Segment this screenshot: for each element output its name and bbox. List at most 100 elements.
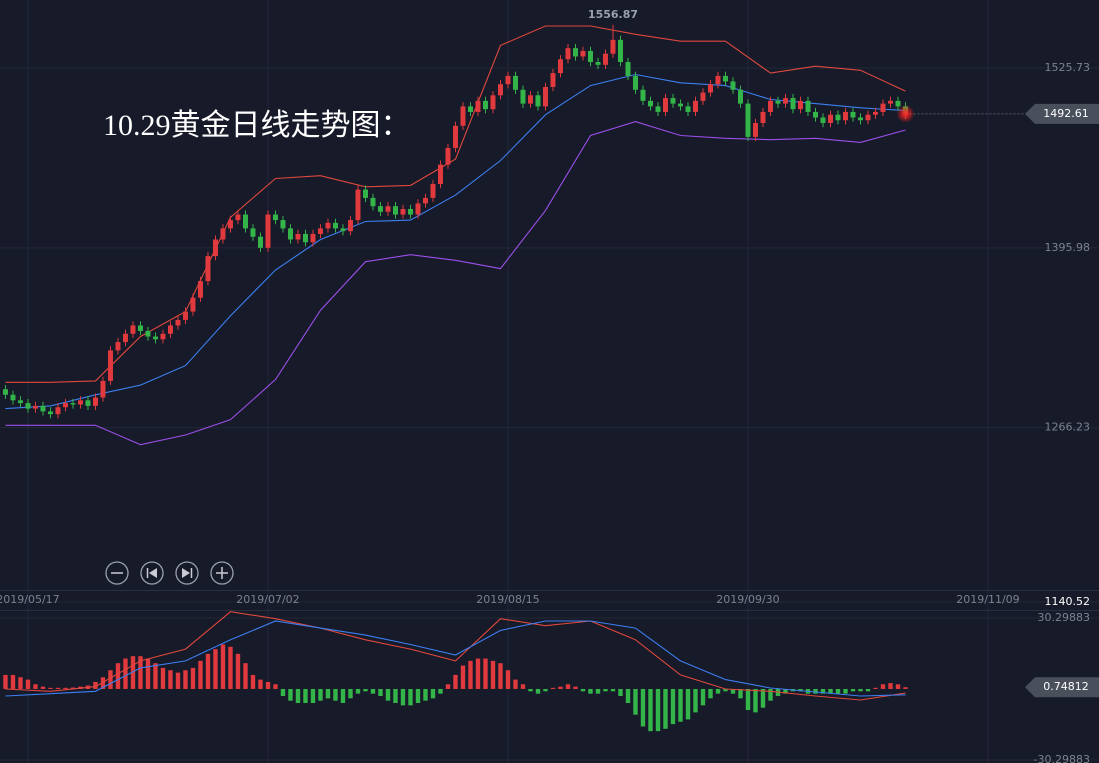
macd-bar: [115, 663, 121, 689]
macd-bar: [273, 684, 278, 689]
candle-body: [587, 50, 593, 63]
candle-body: [422, 197, 428, 204]
candle-body: [205, 256, 211, 282]
candle-body: [805, 100, 811, 112]
macd-bar: [873, 687, 878, 689]
candle-body: [92, 397, 98, 406]
candle-body: [767, 100, 773, 112]
macd-bar: [723, 688, 728, 692]
chart-title: 10.29黄金日线走势图：: [103, 109, 411, 142]
candle-body: [572, 48, 578, 57]
candle-body: [392, 206, 398, 215]
candle-body: [242, 214, 248, 229]
macd-bar: [10, 674, 16, 689]
macd-bar: [63, 687, 68, 689]
macd-bar: [565, 684, 571, 689]
last-price-glow: [896, 104, 915, 123]
candle-body: [820, 117, 826, 124]
macd-bar: [588, 688, 593, 694]
macd-bar: [205, 653, 211, 689]
x-tick-label: 2019/08/15: [476, 593, 539, 606]
candle-body: [407, 208, 413, 215]
macd-bar: [550, 687, 556, 689]
macd-bar: [468, 660, 473, 689]
y-tick-label: -30.29883: [1034, 753, 1090, 763]
macd-bar: [858, 688, 863, 692]
candle-body: [857, 117, 863, 121]
macd-bar: [213, 649, 218, 689]
candle-body: [347, 220, 353, 232]
y-tick-label: 1525.73: [1045, 61, 1091, 74]
candle-body: [595, 62, 601, 65]
last-price-label: 1492.61: [1043, 107, 1089, 120]
macd-bar: [190, 667, 196, 689]
macd-bar: [310, 688, 316, 704]
max-price-label: 1556.87: [588, 8, 638, 21]
macd-bar: [25, 679, 31, 689]
macd-bar: [633, 688, 638, 715]
candle-body: [475, 100, 481, 112]
macd-bar: [55, 687, 61, 689]
macd-bar: [535, 688, 541, 694]
macd-bar: [423, 688, 428, 701]
scroll-left-button[interactable]: [140, 561, 164, 585]
macd-bar: [573, 686, 578, 689]
macd-bar: [40, 686, 46, 689]
macd-bar: [138, 656, 143, 689]
candle-body: [497, 84, 503, 96]
macd-bar: [828, 688, 833, 694]
macd-value-label: 0.74812: [1043, 680, 1089, 693]
macd-bar: [220, 644, 226, 689]
macd-bar: [168, 670, 173, 689]
macd-bar: [460, 665, 466, 689]
candle-body: [17, 400, 23, 404]
candle-body: [617, 39, 623, 63]
candle-body: [107, 350, 113, 381]
scroll-right-button[interactable]: [175, 561, 199, 585]
candle-body: [880, 103, 886, 112]
candle-body: [137, 325, 143, 331]
macd-bar: [100, 677, 106, 689]
y-tick-label: 1266.23: [1045, 421, 1091, 434]
macd-bar: [265, 681, 271, 689]
macd-bar: [558, 686, 563, 689]
y-tick-label: 1140.52: [1045, 595, 1091, 608]
candle-body: [145, 330, 151, 337]
macd-bar: [370, 688, 376, 694]
candle-body: [760, 111, 766, 124]
macd-bar: [483, 658, 488, 689]
candle-body: [235, 214, 241, 221]
candle-body: [790, 98, 796, 110]
candle-body: [715, 75, 721, 85]
candle-body: [700, 92, 706, 101]
macd-bar: [453, 674, 458, 689]
candle-body: [692, 100, 698, 112]
macd-bar: [850, 688, 856, 692]
candle-body: [257, 236, 263, 248]
candle-body: [452, 125, 458, 148]
macd-bar: [250, 674, 256, 689]
zoom-in-button[interactable]: [210, 561, 234, 585]
macd-bar: [408, 688, 413, 706]
candle-body: [70, 403, 76, 405]
candle-body: [10, 394, 16, 401]
candle-body: [130, 325, 136, 334]
macd-bar: [340, 688, 346, 704]
candle-body: [212, 239, 218, 257]
macd-bar: [730, 688, 736, 694]
candle-body: [670, 98, 676, 104]
candle-body: [152, 336, 158, 340]
x-tick-label: 2019/09/30: [716, 593, 779, 606]
macd-bar: [693, 688, 698, 713]
zoom-out-button[interactable]: [105, 561, 129, 585]
macd-bar: [33, 684, 38, 689]
macd-line: [5, 611, 906, 701]
candle-body: [602, 53, 608, 65]
candle-body: [505, 75, 511, 85]
candle-body: [85, 400, 91, 406]
candle-body: [175, 319, 181, 326]
macd-bar: [663, 688, 668, 729]
candle-body: [385, 206, 391, 212]
candle-body: [250, 228, 256, 237]
